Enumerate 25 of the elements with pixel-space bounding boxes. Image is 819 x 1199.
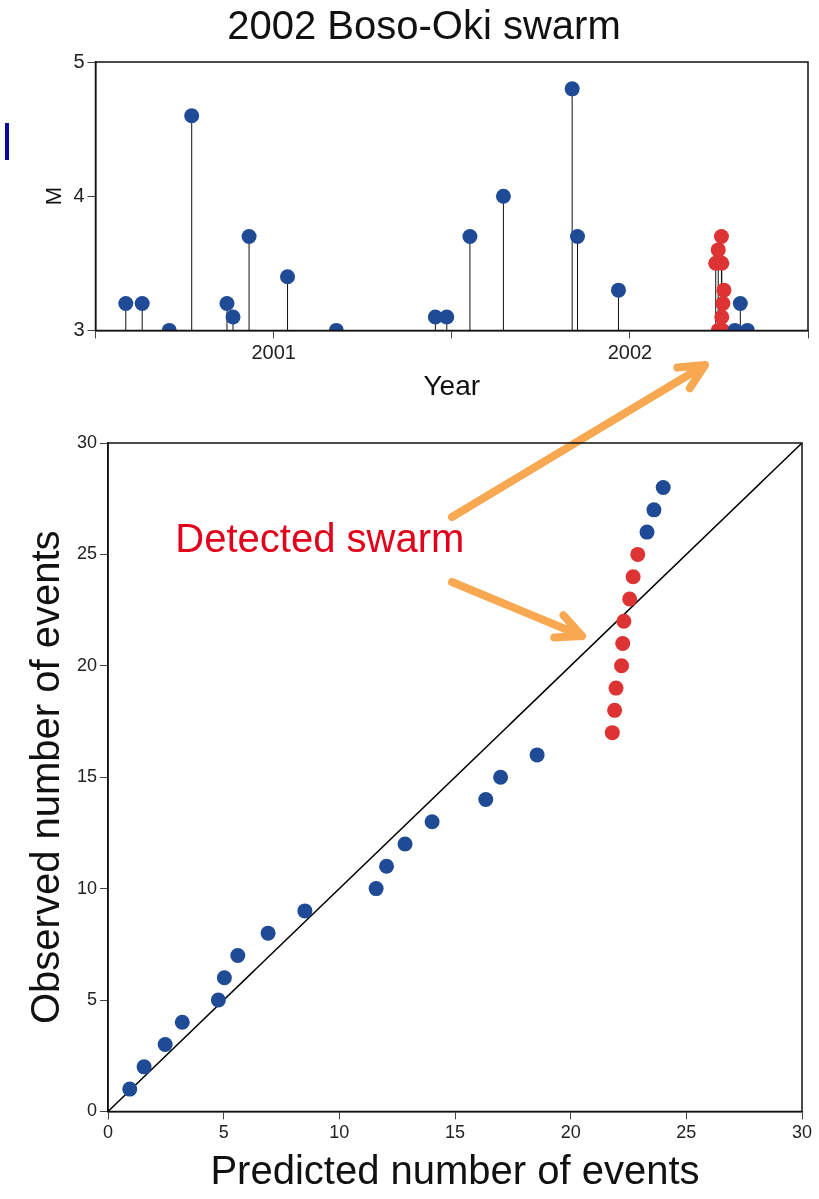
y-tick-label: 5 — [73, 49, 85, 72]
x-axis-title: Predicted number of events — [210, 1148, 700, 1193]
y-tick-label: 10 — [76, 877, 98, 898]
x-tick-label: 5 — [218, 1122, 229, 1143]
y-tick-label: 20 — [76, 654, 98, 675]
x-tick-label: 20 — [560, 1122, 581, 1143]
x-tick-label: 0 — [103, 1122, 114, 1143]
y-tick-label: 25 — [76, 543, 98, 564]
y-tick-label: 4 — [73, 183, 85, 206]
y-tick-label: 0 — [87, 1100, 98, 1121]
x-axis-title: Year — [423, 369, 481, 401]
y-axis-title: Observed number of events — [23, 530, 68, 1024]
annotation: Detected swarm — [175, 516, 465, 561]
y-axis-title: M — [41, 187, 67, 206]
x-tick-label: 2002 — [607, 340, 653, 363]
x-tick-label: 10 — [329, 1122, 350, 1143]
y-tick-label: 3 — [73, 317, 85, 340]
chart-title: 2002 Boso-Oki swarm — [227, 3, 621, 48]
y-tick-label: 30 — [76, 431, 98, 452]
x-tick-label: 2001 — [251, 340, 296, 363]
y-tick-label: 15 — [76, 766, 98, 787]
x-tick-label: 15 — [445, 1122, 466, 1143]
y-tick-label: 5 — [87, 988, 98, 1009]
x-tick-label: 25 — [676, 1122, 697, 1143]
x-tick-label: 30 — [791, 1122, 813, 1143]
